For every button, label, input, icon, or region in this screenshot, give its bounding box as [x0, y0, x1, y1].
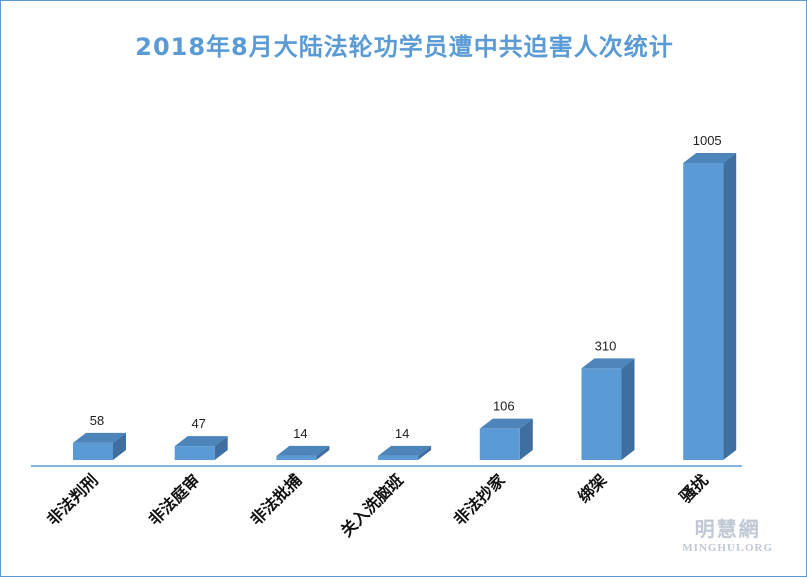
bar-top-face — [683, 153, 737, 163]
bar-4 — [378, 445, 432, 460]
category-label: 绑架 — [574, 470, 610, 506]
category-label: 非法批捕 — [247, 470, 306, 529]
bar-top-face — [73, 432, 126, 443]
bars-group — [73, 153, 737, 460]
bar-side-face — [519, 418, 533, 460]
bar-side-face — [113, 432, 126, 460]
value-label: 106 — [493, 399, 515, 414]
bar-front-face — [174, 446, 215, 460]
bar-top-face — [581, 358, 635, 369]
watermark-en: MINGHUI.ORG — [682, 542, 773, 554]
bar-front-face — [276, 455, 317, 460]
bar-front-face — [479, 428, 520, 460]
bar-side-face — [418, 445, 432, 460]
bar-top-face — [378, 445, 432, 456]
bar-1 — [73, 432, 126, 460]
bar-side-face — [316, 445, 330, 460]
value-label: 14 — [293, 426, 307, 441]
category-label: 非法庭审 — [145, 470, 204, 529]
bar-side-face — [621, 358, 635, 460]
watermark-cn: 明慧網 — [694, 517, 761, 541]
category-label: 关入洗脑班 — [337, 470, 407, 540]
value-label: 47 — [191, 416, 205, 431]
category-label: 骚扰 — [676, 470, 712, 506]
bar-top-face — [276, 445, 330, 456]
bar-side-face — [214, 436, 228, 460]
bar-front-face — [581, 368, 622, 460]
bar-front-face — [683, 163, 724, 460]
value-label: 1005 — [693, 133, 722, 148]
bar-3 — [276, 445, 330, 460]
bar-front-face — [73, 442, 113, 460]
value-label: 14 — [395, 426, 409, 441]
bar-5 — [479, 418, 533, 460]
bar-side-face — [723, 153, 737, 460]
bar-7 — [683, 153, 737, 460]
value-label: 58 — [90, 413, 104, 428]
category-label: 非法抄家 — [450, 470, 509, 529]
bar-6 — [581, 358, 635, 460]
bar-top-face — [174, 436, 228, 447]
bar-top-face — [479, 418, 533, 429]
bar-front-face — [378, 455, 419, 460]
category-labels-group: 非法判刑 非法庭审 非法批捕 关入洗脑班 非法抄家 绑架 骚扰 — [43, 470, 712, 541]
value-labels-group: 58 47 14 14 106 310 1005 — [90, 133, 722, 441]
bar-2 — [174, 436, 228, 460]
minghui-watermark-logo: 明慧網 MINGHUI.ORG — [682, 513, 773, 554]
chart-title: 2018年8月大陆法轮功学员遭中共迫害人次统计 — [135, 33, 674, 61]
value-label: 310 — [595, 338, 617, 353]
category-label: 非法判刑 — [43, 470, 102, 529]
